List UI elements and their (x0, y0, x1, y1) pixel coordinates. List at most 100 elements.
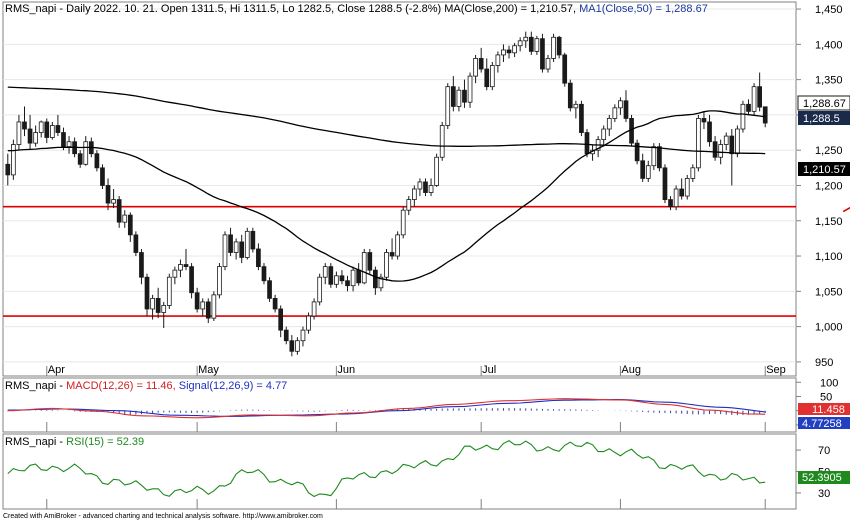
candle-body (205, 301, 211, 319)
candle-body (183, 264, 189, 268)
candle-body (762, 106, 768, 124)
candle-body (278, 308, 284, 331)
candle-body (33, 132, 38, 144)
candle-body (22, 121, 27, 130)
moving-averages (7, 86, 766, 282)
candle-body (456, 89, 462, 107)
macd-badge-box (798, 403, 850, 415)
candle-body (484, 68, 490, 88)
signal-line (7, 399, 766, 417)
signal-badge-label: 4.77258 (802, 418, 842, 430)
price-axis-label: 1,250 (815, 145, 843, 157)
price-axis-label: 1,350 (815, 75, 843, 87)
price-axis-label: 1,050 (815, 286, 843, 298)
candle-body (189, 266, 194, 294)
ma50-badge-label: 1,288.67 (803, 98, 846, 110)
candle-body (334, 275, 339, 285)
candle-body (495, 54, 501, 66)
candle-body (467, 75, 473, 103)
price-header-info: - Daily 2022. 10. 21. Open 1311.5, Hi 13… (56, 3, 444, 15)
ma50-badge: 1,288.67 (797, 95, 850, 111)
candle-body (166, 276, 172, 306)
candle-body (439, 125, 445, 158)
candle-body (718, 144, 724, 158)
candle-body (83, 141, 89, 165)
ma200-badge-label: 1,210.57 (803, 164, 846, 176)
rsi-badge-label: 52.3905 (802, 472, 842, 484)
candle-body (696, 118, 701, 169)
rsi-badge: 52.3905 (798, 471, 850, 484)
candle-body (289, 340, 295, 352)
month-label: Jul (482, 364, 496, 376)
close-badge-label: 1,288.5 (803, 113, 840, 125)
candle-body (489, 65, 495, 88)
macd-header-ticker: RMS_napi - (5, 380, 66, 392)
price-axis-label: 1,000 (815, 322, 843, 334)
price-axis-label: 1,100 (815, 251, 843, 263)
candle-body (389, 252, 395, 257)
candle-body (339, 275, 345, 282)
candle-body (534, 38, 540, 52)
close-badge: 1,288.5 (798, 111, 850, 125)
candle-body (49, 125, 55, 138)
candle-body (545, 58, 551, 70)
candle-body (540, 38, 545, 70)
candle-body (384, 252, 389, 278)
candle-body (640, 160, 646, 179)
candle-body (612, 107, 618, 119)
candle-body (573, 103, 579, 109)
price-header-ma50: MA1(Close,50) = 1,288.67 (579, 3, 708, 15)
candle-body (217, 266, 222, 296)
candle-body (261, 266, 267, 282)
candle-body (295, 340, 300, 352)
candle-body (528, 36, 534, 52)
macd-lines (7, 398, 766, 419)
candle-body (233, 241, 239, 253)
candle-body (757, 86, 762, 108)
rsi-axis-label: 30 (818, 488, 830, 500)
price-axis-label: 1,400 (815, 39, 843, 51)
candle-body (400, 209, 406, 236)
candle-body (551, 36, 556, 59)
candle-body (712, 141, 718, 158)
candle-body (707, 121, 712, 143)
candle-body (116, 199, 122, 223)
price-axis-label: 1,150 (815, 216, 843, 228)
price-header: RMS_napi - Daily 2022. 10. 21. Open 1311… (5, 3, 708, 15)
candle-body (690, 167, 696, 179)
candle-body (434, 156, 439, 186)
macd-header-signal: Signal(12,26,9) = 4.77 (179, 380, 288, 392)
candle-body (267, 280, 272, 299)
candle-body (668, 199, 673, 208)
candle-body (373, 269, 378, 289)
rsi-header: RMS_napi - RSI(15) = 52.39 (5, 436, 144, 448)
candle-body (100, 167, 105, 186)
macd-line (7, 398, 766, 419)
candle-body (701, 118, 707, 123)
candle-body (423, 181, 428, 193)
candle-body (729, 135, 735, 155)
macd-badge: 11.458 (798, 403, 850, 416)
candle-body (679, 188, 685, 197)
price-header-ma200: MA(Close,200) = 1,210.57, (444, 3, 579, 15)
candle-body (122, 214, 128, 223)
month-label: Apr (48, 364, 65, 376)
candle-body (133, 234, 139, 253)
candle-body (5, 163, 11, 176)
candle-body (155, 297, 161, 313)
candle-body (506, 49, 512, 54)
rsi-badge-box (798, 471, 850, 484)
candle-body (172, 269, 178, 278)
candle-body (673, 188, 679, 208)
candle-body (411, 188, 417, 200)
candle-body (322, 266, 328, 278)
candle-body (272, 297, 278, 310)
signal-badge-box (798, 417, 850, 429)
candle-body (250, 230, 256, 250)
price-pane-frame (2, 1, 797, 377)
candle-body (38, 121, 44, 133)
candle-body (55, 125, 61, 133)
ma200-badge: 1,210.57 (798, 162, 850, 176)
macd-badge-label: 11.458 (812, 404, 845, 416)
candle-body (478, 58, 484, 70)
